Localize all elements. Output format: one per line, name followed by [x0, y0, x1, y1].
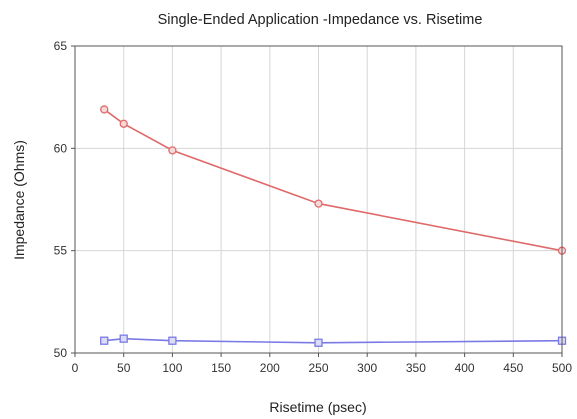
x-tick-label: 0 [72, 361, 79, 375]
x-tick-label: 250 [308, 361, 328, 375]
x-tick-label: 450 [503, 361, 523, 375]
x-tick-label: 100 [162, 361, 182, 375]
data-point [100, 336, 109, 345]
data-point [100, 105, 109, 114]
data-point [314, 199, 323, 208]
x-tick-label: 400 [455, 361, 475, 375]
x-tick-label: 50 [117, 361, 131, 375]
data-point [314, 338, 323, 347]
y-axis: 50 55 60 65 [54, 39, 75, 360]
x-tick-label: 150 [211, 361, 231, 375]
y-axis-label: Impedance (Ohms) [11, 140, 27, 260]
x-tick-label: 300 [357, 361, 377, 375]
series-1 [100, 105, 567, 255]
series-layer [100, 105, 567, 347]
data-point [119, 119, 128, 128]
series-2 [100, 334, 567, 347]
x-tick-label: 350 [406, 361, 426, 375]
x-axis-label: Risetime (psec) [269, 399, 366, 415]
x-tick-label: 500 [552, 361, 572, 375]
data-point [168, 336, 177, 345]
x-tick-label: 200 [260, 361, 280, 375]
y-tick-label: 55 [54, 244, 68, 258]
y-tick-label: 60 [54, 141, 68, 155]
x-axis: 0 50 100 150 200 250 300 350 400 450 500 [72, 353, 572, 375]
chart-title: Single-Ended Application -Impedance vs. … [158, 12, 483, 28]
data-point [168, 146, 177, 155]
data-point [119, 334, 128, 343]
y-tick-label: 65 [54, 39, 68, 53]
y-tick-label: 50 [54, 346, 68, 360]
